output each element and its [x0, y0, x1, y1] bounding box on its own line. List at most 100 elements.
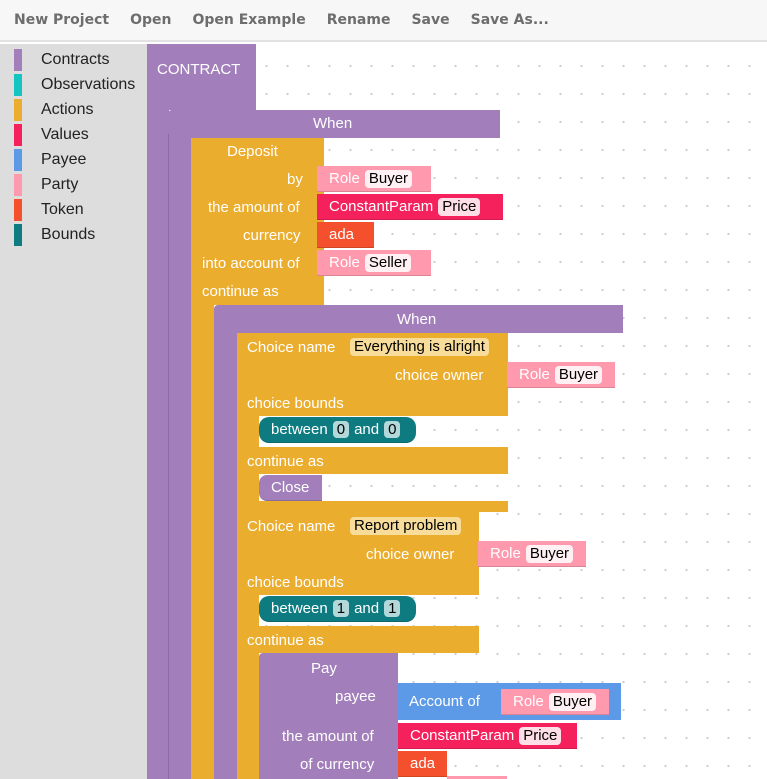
save-button[interactable]: Save	[411, 12, 450, 28]
category-label: Values	[41, 126, 89, 143]
block-text: and	[354, 421, 380, 438]
deposit-label: Deposit	[227, 143, 278, 160]
choice-name-field[interactable]: Report problem	[350, 517, 462, 535]
block-text: the amount of	[208, 199, 300, 216]
block-text: Close	[271, 479, 310, 496]
toolbox-category-token[interactable]: Token	[14, 198, 84, 222]
rename-button[interactable]: Rename	[326, 12, 391, 28]
block-text: Choice name	[247, 339, 336, 356]
block-text: Price	[438, 197, 481, 216]
contract-spine	[147, 104, 169, 779]
party-role-buyer[interactable]: Role Buyer	[317, 166, 431, 192]
block-text: continue as	[247, 453, 324, 470]
toolbox-category-party[interactable]: Party	[14, 173, 78, 197]
inner-when-spine	[214, 329, 237, 779]
block-text: by	[287, 171, 303, 188]
block-text: Pay	[311, 660, 337, 677]
block-text: Price	[519, 726, 562, 745]
block-text: between	[271, 421, 328, 438]
deposit-block[interactable]	[191, 138, 324, 305]
choice-spine	[237, 416, 259, 456]
block-text: continue as	[202, 283, 279, 300]
block-text: of currency	[300, 756, 375, 773]
constant-param-price[interactable]: ConstantParam Price	[317, 194, 503, 220]
deposit-spine	[191, 299, 214, 779]
block-text: choice owner	[395, 367, 484, 384]
category-color-swatch	[14, 174, 22, 196]
block-text: 1	[384, 600, 401, 617]
open-button[interactable]: Open	[130, 12, 172, 28]
block-text: ada	[329, 226, 355, 243]
token-ada[interactable]: ada	[317, 222, 374, 248]
category-label: Observations	[41, 76, 136, 93]
party-block-partial[interactable]	[447, 776, 507, 779]
category-color-swatch	[14, 224, 22, 246]
save-as-button[interactable]: Save As...	[470, 12, 549, 28]
block-text: Role	[519, 366, 550, 383]
category-label: Bounds	[41, 226, 96, 243]
category-color-swatch	[14, 74, 22, 96]
block-text: into account of	[202, 255, 300, 272]
contract-block[interactable]	[147, 44, 256, 110]
workspace[interactable]: CONTRACT When Deposit by the amount of c…	[147, 44, 767, 779]
party-role-seller[interactable]: Role Seller	[317, 250, 431, 276]
block-text: ConstantParam	[329, 198, 434, 215]
toolbox-category-values[interactable]: Values	[14, 123, 89, 147]
menu-bar: New Project Open Open Example Rename Sav…	[0, 0, 767, 42]
party-role-buyer[interactable]: Role Buyer	[501, 689, 609, 715]
token-ada[interactable]: ada	[398, 751, 447, 777]
block-text: Buyer	[364, 169, 413, 188]
toolbox-category-actions[interactable]: Actions	[14, 98, 93, 122]
category-color-swatch	[14, 199, 22, 221]
inner-when-block[interactable]	[214, 305, 623, 333]
choice-name-field[interactable]: Everything is alright	[350, 338, 489, 356]
close-block[interactable]: Close	[259, 475, 322, 501]
block-text: continue as	[247, 632, 324, 649]
block-text: Role	[329, 170, 360, 187]
category-color-swatch	[14, 149, 22, 171]
category-label: Actions	[41, 101, 94, 118]
pay-block[interactable]	[259, 653, 398, 779]
new-project-button[interactable]: New Project	[14, 12, 110, 28]
block-text: Role	[513, 693, 544, 710]
when-spine	[168, 134, 191, 779]
when-label: When	[313, 115, 353, 132]
block-text: the amount of	[282, 728, 374, 745]
bound-block[interactable]: between 1 and 1	[259, 596, 416, 622]
category-label: Payee	[41, 151, 87, 168]
contract-label: CONTRACT	[157, 61, 241, 78]
continue-as-row	[237, 626, 479, 653]
toolbox-category-payee[interactable]: Payee	[14, 148, 86, 172]
open-example-button[interactable]: Open Example	[192, 12, 306, 28]
block-text: Account of	[409, 693, 480, 710]
block-text: choice bounds	[247, 574, 344, 591]
category-label: Token	[41, 201, 84, 218]
bound-block[interactable]: between 0 and 0	[259, 417, 416, 443]
block-text: Seller	[364, 253, 412, 272]
block-text: ada	[410, 755, 436, 772]
party-role-buyer[interactable]: Role Buyer	[478, 541, 586, 567]
toolbox-category-observations[interactable]: Observations	[14, 73, 135, 97]
category-label: Party	[41, 176, 79, 193]
toolbox: Contracts Observations Actions Values Payee P…	[0, 44, 147, 779]
block-text: Buyer	[525, 544, 574, 563]
block-text: 0	[384, 421, 401, 438]
block-text: payee	[335, 688, 376, 705]
block-text: Buyer	[548, 692, 597, 711]
category-color-swatch	[14, 124, 22, 146]
party-role-buyer[interactable]: Role Buyer	[507, 362, 615, 388]
choice-bottom	[237, 501, 508, 512]
block-text: choice owner	[366, 546, 455, 563]
category-label: Contracts	[41, 51, 110, 68]
toolbox-category-bounds[interactable]: Bounds	[14, 223, 95, 247]
block-text: Choice name	[247, 518, 336, 535]
block-text: ConstantParam	[410, 727, 515, 744]
continue-as-row	[237, 447, 508, 474]
toolbox-category-contracts[interactable]: Contracts	[14, 48, 109, 72]
choice-spine	[237, 595, 259, 779]
constant-param-price[interactable]: ConstantParam Price	[398, 723, 577, 749]
block-text: Role	[329, 254, 360, 271]
when-block[interactable]	[168, 110, 500, 138]
category-color-swatch	[14, 99, 22, 121]
block-text: Buyer	[554, 365, 603, 384]
